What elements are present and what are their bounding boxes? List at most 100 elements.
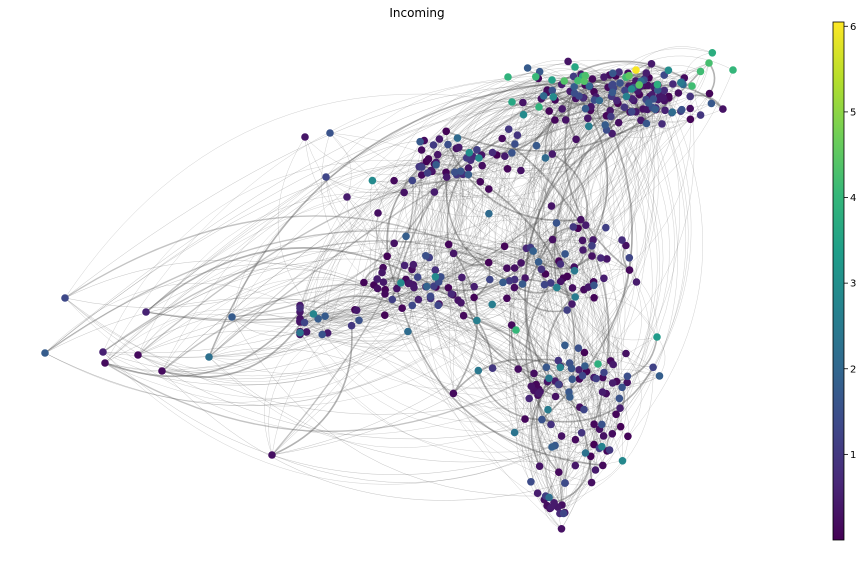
graph-node xyxy=(616,422,625,431)
graph-node xyxy=(580,405,588,414)
graph-edge xyxy=(208,356,526,448)
graph-edge xyxy=(560,428,600,506)
graph-edge xyxy=(530,426,621,482)
graph-edge xyxy=(372,243,395,286)
graph-edge xyxy=(405,279,592,483)
graph-node xyxy=(553,283,561,292)
graph-edge xyxy=(542,99,595,311)
graph-node xyxy=(644,99,653,107)
graph-node xyxy=(664,66,673,75)
graph-edge xyxy=(437,246,505,306)
graph-node xyxy=(661,106,669,115)
graph-edge xyxy=(504,77,605,247)
graph-edge xyxy=(446,137,503,245)
graph-node xyxy=(707,99,716,108)
graph-node xyxy=(571,435,580,444)
graph-edge xyxy=(539,71,589,279)
graph-edge xyxy=(511,152,605,513)
graph-edge xyxy=(549,469,596,498)
graph-edge xyxy=(208,318,302,358)
graph-node xyxy=(548,235,557,244)
graph-edge xyxy=(564,80,653,434)
graph-edge xyxy=(405,162,445,280)
graph-edge xyxy=(506,91,582,299)
graph-node xyxy=(547,503,555,512)
graph-edge xyxy=(145,165,422,313)
graph-node xyxy=(590,281,598,290)
graph-node xyxy=(504,125,513,133)
graph-node xyxy=(618,236,626,244)
graph-edge xyxy=(587,123,647,388)
graph-node xyxy=(537,265,546,274)
graph-edge xyxy=(463,313,559,361)
graph-node xyxy=(373,284,382,293)
graph-edge xyxy=(324,95,544,317)
graph-edge xyxy=(612,92,670,399)
graph-node xyxy=(677,78,685,87)
graph-node xyxy=(474,366,483,375)
graph-edge xyxy=(445,81,639,173)
graph-edge xyxy=(299,299,403,332)
graph-node xyxy=(475,154,483,162)
graph-edge xyxy=(401,276,462,309)
graph-edge xyxy=(537,85,659,396)
graph-edge xyxy=(536,363,599,388)
colorbar-tick-label: 2 xyxy=(850,364,856,375)
graph-node xyxy=(430,188,439,196)
graph-edge xyxy=(561,444,595,506)
graph-edge xyxy=(578,269,630,349)
graph-edge xyxy=(522,102,619,529)
graph-node xyxy=(558,105,566,113)
graph-edge xyxy=(594,297,658,338)
graph-edge xyxy=(541,226,574,270)
graph-node xyxy=(444,240,453,249)
graph-node xyxy=(642,119,651,128)
graph-edge xyxy=(433,174,469,277)
graph-edge xyxy=(545,116,611,158)
graph-edge xyxy=(400,282,462,306)
graph-edge xyxy=(446,177,531,248)
graph-edge xyxy=(537,78,645,262)
graph-edge xyxy=(363,282,555,503)
graph-edge xyxy=(64,172,428,308)
graph-edge xyxy=(561,412,617,437)
graph-edge xyxy=(426,170,535,391)
graph-edge xyxy=(407,302,462,333)
graph-edge xyxy=(560,94,656,282)
graph-edge xyxy=(299,268,508,344)
graph-node xyxy=(592,374,600,383)
graph-edge xyxy=(439,93,611,140)
graph-node xyxy=(575,366,583,374)
graph-edge xyxy=(550,282,611,361)
graph-edge xyxy=(522,102,578,279)
graph-edge xyxy=(137,298,431,383)
graph-node xyxy=(556,363,565,372)
graph-node xyxy=(228,313,236,321)
colorbar-tick-label: 3 xyxy=(850,279,856,290)
graph-edge xyxy=(482,165,532,248)
graph-node xyxy=(674,89,683,97)
graph-edge xyxy=(145,93,710,323)
graph-edge xyxy=(433,286,517,332)
graph-node xyxy=(651,105,660,114)
graph-node xyxy=(442,127,451,136)
graph-edge xyxy=(324,298,431,327)
graph-edge xyxy=(518,108,604,370)
graph-edge xyxy=(409,164,437,299)
graph-node xyxy=(514,365,522,373)
graph-node xyxy=(511,140,519,148)
graph-edge xyxy=(533,228,579,252)
graph-edge xyxy=(602,90,704,466)
graph-node xyxy=(608,88,617,97)
graph-node xyxy=(577,429,586,437)
graph-node xyxy=(378,268,386,277)
colorbar-ticks: 1 2 3 4 5 6 xyxy=(844,22,856,461)
graph-edge xyxy=(231,316,301,337)
graph-edge xyxy=(327,299,393,334)
graph-node xyxy=(542,363,551,372)
graph-edge xyxy=(44,302,462,404)
graph-node xyxy=(572,135,580,144)
graph-edge xyxy=(581,285,599,365)
graph-edge xyxy=(539,100,649,392)
graph-node xyxy=(668,108,677,116)
